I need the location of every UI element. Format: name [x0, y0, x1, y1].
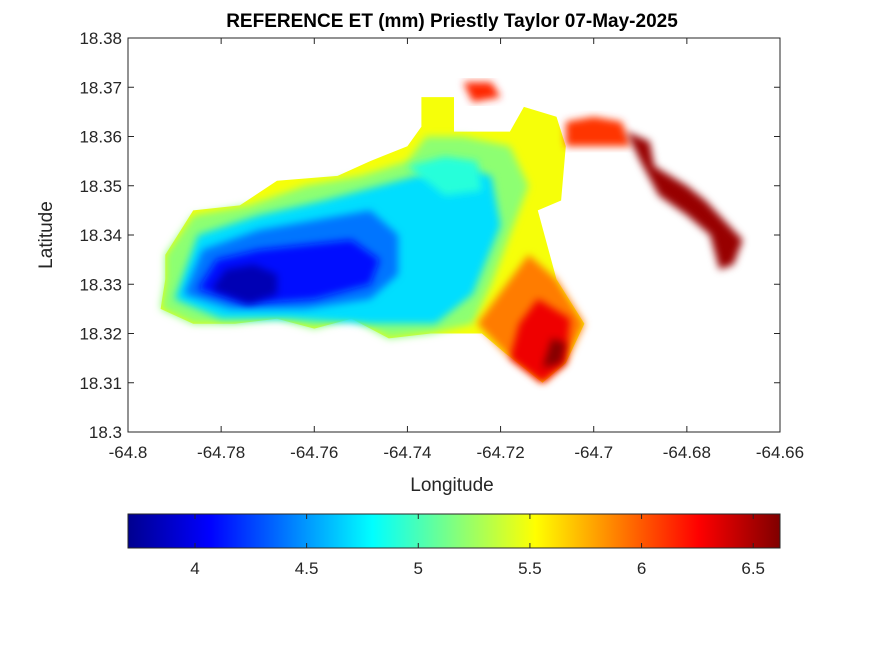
colorbar-tick-label: 5 [414, 559, 423, 578]
y-tick-label: 18.33 [79, 275, 122, 294]
contour-region-3 [565, 116, 631, 147]
y-axis-ticks: 18.3 18.31 18.32 18.33 18.34 18.35 18.36 18.37 1… [79, 29, 780, 442]
y-tick-label: 18.38 [79, 29, 122, 48]
contour-regions [160, 82, 743, 383]
x-tick-label: -64.8 [109, 443, 148, 462]
y-tick-label: 18.36 [79, 128, 122, 147]
x-tick-label: -64.74 [383, 443, 431, 462]
colorbar [127, 513, 781, 549]
x-axis-label: Longitude [410, 475, 493, 496]
y-tick-label: 18.31 [79, 374, 122, 393]
x-tick-label: -64.76 [290, 443, 338, 462]
contour-region-9 [407, 156, 482, 196]
contour-region-4 [463, 82, 501, 102]
y-tick-label: 18.34 [79, 226, 122, 245]
contour-region-7 [542, 338, 566, 368]
colorbar-ticks: 4 4.5 5 5.5 6 6.5 [190, 514, 765, 578]
y-tick-label: 18.37 [79, 78, 122, 97]
x-tick-label: -64.72 [476, 443, 524, 462]
y-axis-label: Latitude [36, 201, 57, 269]
x-axis-ticks: -64.8 -64.78 -64.76 -64.74 -64.72 -64.7 -64.68… [109, 38, 804, 462]
x-tick-label: -64.78 [197, 443, 245, 462]
y-tick-label: 18.3 [89, 423, 122, 442]
chart-title: REFERENCE ET (mm) Priestly Taylor 07-May… [226, 11, 678, 32]
contour-region-12 [211, 264, 277, 304]
x-tick-label: -64.68 [663, 443, 711, 462]
y-tick-label: 18.35 [79, 177, 122, 196]
colorbar-tick-label: 6 [637, 559, 646, 578]
colorbar-tick-label: 5.5 [518, 559, 542, 578]
x-tick-label: -64.7 [574, 443, 613, 462]
colorbar-tick-label: 4.5 [295, 559, 319, 578]
colorbar-tick-label: 4 [190, 559, 199, 578]
colorbar-tick-label: 6.5 [741, 559, 765, 578]
contour-region-6 [626, 131, 743, 270]
x-tick-label: -64.66 [756, 443, 804, 462]
y-tick-label: 18.32 [79, 325, 122, 344]
